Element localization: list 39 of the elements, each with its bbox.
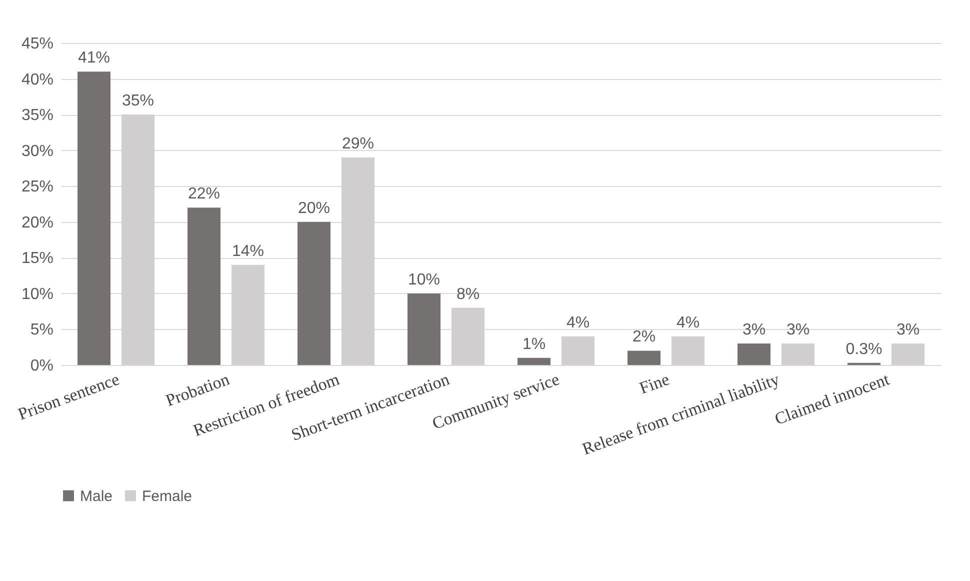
data-label: 1% — [522, 336, 546, 353]
data-label: 3% — [896, 322, 920, 339]
bar — [628, 350, 660, 365]
data-label: 0.3% — [846, 340, 882, 358]
y-tick-label: 25% — [21, 178, 54, 196]
bar — [782, 344, 814, 365]
data-label: 41% — [78, 50, 110, 67]
data-label: 4% — [566, 314, 590, 332]
bar — [738, 344, 770, 365]
bar — [892, 344, 924, 365]
data-label: 3% — [786, 322, 810, 339]
bar — [188, 208, 220, 365]
y-tick-label: 5% — [30, 322, 54, 339]
x-tick-label: Fine — [636, 370, 672, 398]
y-tick-label: 30% — [21, 142, 54, 160]
data-label: 2% — [632, 328, 656, 346]
data-label: 3% — [742, 322, 766, 339]
y-tick-label: 35% — [21, 107, 54, 124]
bar — [298, 222, 330, 365]
data-label: 4% — [676, 314, 700, 332]
bar — [518, 358, 550, 365]
y-tick-label: 15% — [21, 250, 54, 268]
y-tick-label: 20% — [21, 214, 54, 232]
bar — [562, 336, 594, 365]
data-label: 22% — [188, 186, 220, 203]
y-tick-label: 45% — [21, 36, 54, 52]
data-label: 10% — [408, 271, 440, 288]
bar — [78, 72, 110, 365]
data-label: 29% — [342, 135, 374, 152]
data-label: 20% — [298, 200, 330, 217]
y-tick-label: 10% — [21, 286, 54, 303]
legend-label: Male — [80, 488, 113, 505]
bar — [408, 293, 440, 365]
data-label: 35% — [122, 92, 154, 110]
data-label: 8% — [456, 286, 480, 303]
data-label: 14% — [232, 242, 264, 260]
legend-label: Female — [142, 488, 192, 505]
y-tick-label: 40% — [21, 71, 54, 88]
bar — [672, 336, 704, 365]
